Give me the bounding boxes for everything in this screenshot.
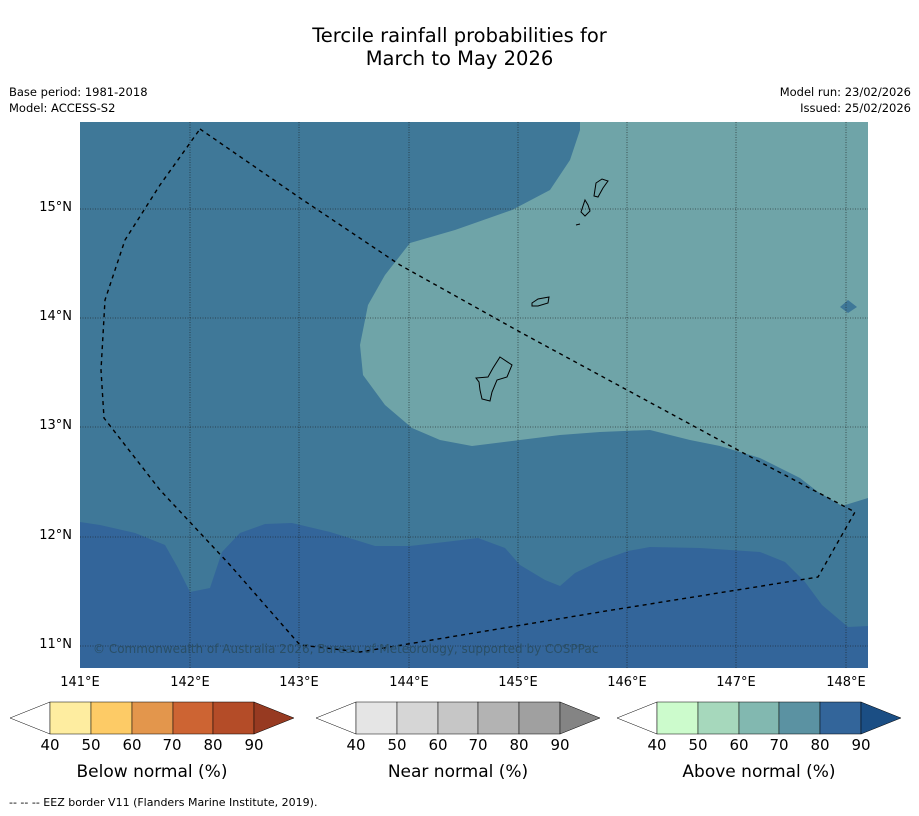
lon-label-143e: 143°E <box>279 675 319 690</box>
lon-label-142e: 142°E <box>170 675 210 690</box>
colorbar-near-over <box>559 701 601 735</box>
lon-label-146e: 146°E <box>607 675 647 690</box>
colorbar-above-60-70 <box>738 701 780 735</box>
region-80-90 <box>80 522 868 668</box>
lat-label-12n: 12°N <box>39 528 72 543</box>
copyright-text: © Commonwealth of Australia 2026, Bureau… <box>93 642 598 656</box>
colorbar-above-over <box>860 701 902 735</box>
colorbar-above-under <box>616 701 658 735</box>
island-rota <box>531 296 550 307</box>
colorbar-below-tick: 50 <box>81 736 101 754</box>
colorbar-above-50-60 <box>697 701 740 735</box>
colorbar-above-tick: 40 <box>647 736 667 754</box>
colorbar-above-tick: 90 <box>851 736 871 754</box>
model-text: Model: ACCESS-S2 <box>9 101 116 115</box>
colorbar-near-tick: 40 <box>346 736 366 754</box>
island-saipan <box>593 178 609 198</box>
colorbar-near-40-50 <box>355 701 398 735</box>
colorbar-near-tick: 70 <box>468 736 488 754</box>
colorbar-near-tick: 60 <box>428 736 448 754</box>
colorbar-near-80-90 <box>518 701 561 735</box>
colorbar-below-tick: 40 <box>40 736 60 754</box>
lat-label-13n: 13°N <box>39 418 72 433</box>
island-guam <box>475 356 513 402</box>
colorbar-below-40-50 <box>49 701 92 735</box>
colorbar-below-under <box>9 701 51 735</box>
colorbar-below-tick: 80 <box>203 736 223 754</box>
gridlines <box>80 122 868 668</box>
meta-right: Model run: 23/02/2026 Issued: 25/02/2026 <box>780 84 911 116</box>
colorbar-above-70-80 <box>778 701 821 735</box>
colorbar-near-under <box>315 701 357 735</box>
lon-label-145e: 145°E <box>498 675 538 690</box>
colorbar-above-tick: 50 <box>688 736 708 754</box>
base-period-text: Base period: 1981-2018 <box>9 85 148 99</box>
colorbar-above-tick: 60 <box>729 736 749 754</box>
map-title-line-2: March to May 2026 <box>365 47 554 70</box>
colorbar-above-label: Above normal (%) <box>682 762 836 782</box>
lon-label-141e: 141°E <box>60 675 100 690</box>
colorbar-near-60-70 <box>437 701 479 735</box>
colorbar-near <box>315 701 601 735</box>
colorbar-below-over <box>253 701 295 735</box>
colorbar-near-70-80 <box>477 701 520 735</box>
colorbar-below-label: Below normal (%) <box>76 762 228 782</box>
colorbar-above-tick: 80 <box>810 736 830 754</box>
colorbar-near-label: Near normal (%) <box>387 762 529 782</box>
colorbar-below-tick: 70 <box>162 736 182 754</box>
issued-text: Issued: 25/02/2026 <box>800 101 911 115</box>
eez-border <box>100 128 856 653</box>
colorbar-above <box>616 701 902 735</box>
lon-label-148e: 148°E <box>826 675 866 690</box>
region-patch <box>840 300 857 313</box>
lon-label-147e: 147°E <box>716 675 756 690</box>
colorbar-below-tick: 90 <box>244 736 264 754</box>
region-60-70 <box>360 122 868 506</box>
model-run-text: Model run: 23/02/2026 <box>779 85 911 99</box>
colorbar-near-tick: 90 <box>550 736 570 754</box>
colorbar-above-40-50 <box>656 701 699 735</box>
colorbar-below <box>9 701 295 735</box>
island-aguijan <box>575 223 581 226</box>
colorbar-near-tick: 50 <box>387 736 407 754</box>
lon-label-144e: 144°E <box>389 675 429 690</box>
colorbar-above-80-90 <box>819 701 862 735</box>
lat-label-15n: 15°N <box>39 200 72 215</box>
meta-left: Base period: 1981-2018 Model: ACCESS-S2 <box>9 84 148 116</box>
colorbar-below-60-70 <box>131 701 174 735</box>
island-tinian <box>580 198 591 217</box>
colorbar-near-tick: 80 <box>509 736 529 754</box>
coastlines <box>475 178 609 402</box>
lat-label-11n: 11°N <box>39 637 72 652</box>
colorbar-above-tick: 70 <box>769 736 789 754</box>
colorbar-near-50-60 <box>396 701 439 735</box>
eez-footnote: -- -- -- EEZ border V11 (Flanders Marine… <box>9 796 318 809</box>
probability-field: © Commonwealth of Australia 2026, Bureau… <box>80 122 868 668</box>
colorbar-below-50-60 <box>90 701 133 735</box>
colorbar-below-tick: 60 <box>122 736 142 754</box>
colorbar-below-80-90 <box>212 701 255 735</box>
lat-label-14n: 14°N <box>39 309 72 324</box>
map-title-line-1: Tercile rainfall probabilities for <box>312 24 607 47</box>
colorbar-below-70-80 <box>172 701 214 735</box>
